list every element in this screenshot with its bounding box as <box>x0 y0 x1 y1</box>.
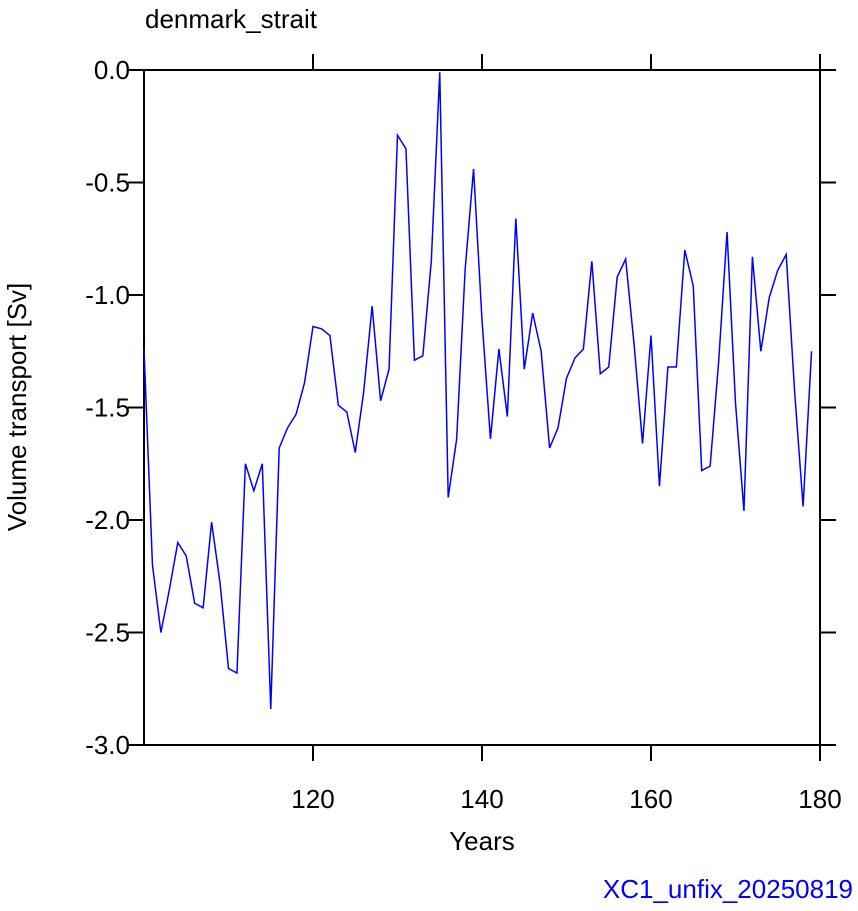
x-tick-label: 140 <box>460 784 503 814</box>
y-axis-label: Volume transport [Sv] <box>2 283 32 532</box>
x-tick-label: 160 <box>629 784 672 814</box>
chart-title: denmark_strait <box>145 4 318 34</box>
y-tick-label: -1.5 <box>85 393 130 423</box>
y-tick-label: -2.0 <box>85 505 130 535</box>
y-tick-label: -2.5 <box>85 618 130 648</box>
x-axis-label: Years <box>449 826 515 856</box>
y-tick-label: -3.0 <box>85 730 130 760</box>
x-tick-label: 180 <box>798 784 841 814</box>
y-tick-label: 0.0 <box>94 55 130 85</box>
y-tick-label: -1.0 <box>85 280 130 310</box>
plot-frame <box>143 69 821 746</box>
annotation: XC1_unfix_20250819 <box>603 874 853 904</box>
y-tick-label: -0.5 <box>85 168 130 198</box>
data-line <box>143 72 813 710</box>
x-tick-label: 120 <box>291 784 334 814</box>
